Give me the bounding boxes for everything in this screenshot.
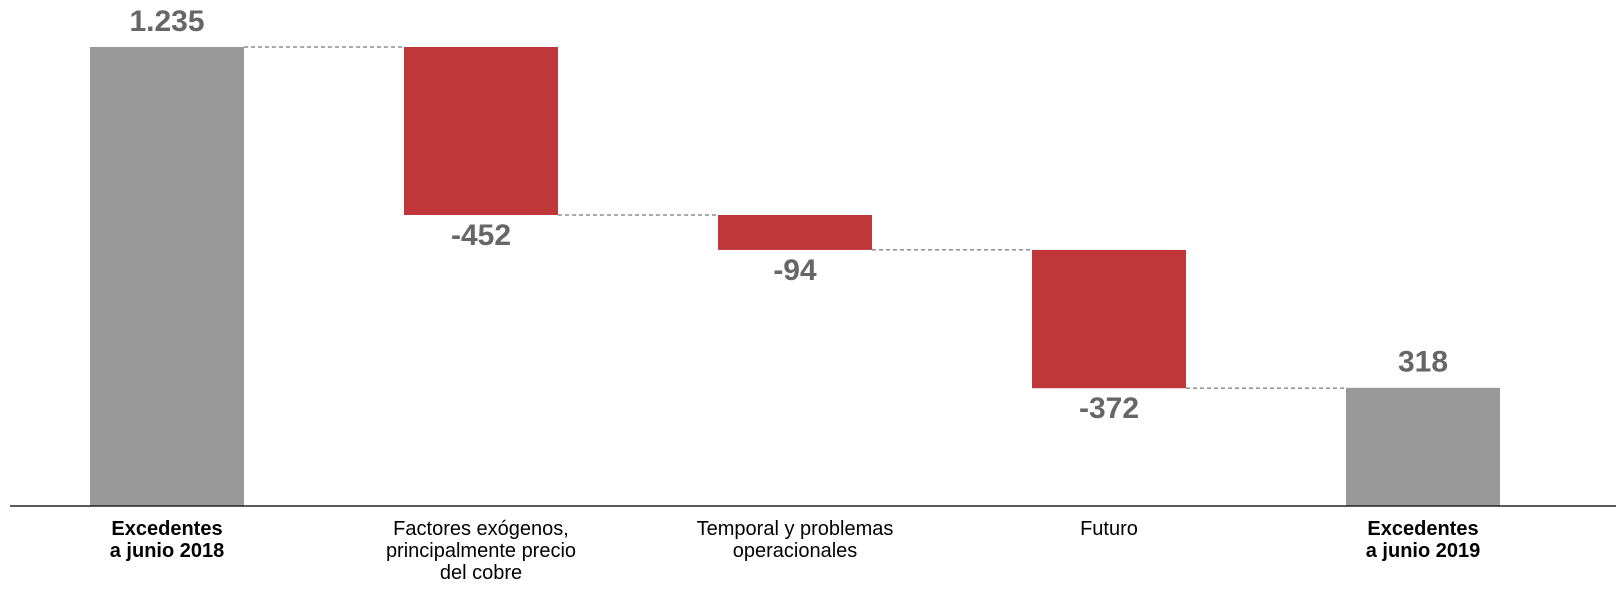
value-label: 1.235 [129, 5, 204, 38]
value-label: -94 [773, 254, 817, 287]
x-tick-label-line: Futuro [1080, 518, 1138, 540]
x-tick-label-line: del cobre [440, 562, 522, 584]
value-label: -372 [1079, 392, 1139, 425]
bar [1346, 387, 1500, 506]
value-label: 318 [1398, 346, 1448, 379]
x-tick-label-line: Excedentes [111, 518, 222, 540]
x-tick-label-line: Factores exógenos, [393, 518, 569, 540]
bar [90, 47, 244, 506]
bar [404, 47, 558, 215]
x-tick-label: Futuro [1080, 518, 1138, 540]
x-tick-label-line: principalmente precio [386, 540, 576, 562]
x-tick-label-line: a junio 2019 [1366, 540, 1481, 562]
x-tick-label-line: a junio 2018 [110, 540, 225, 562]
x-tick-label-line: Temporal y problemas [697, 518, 894, 540]
x-tick-label: Excedentes a junio 2018 [110, 518, 225, 562]
x-tick-label: Excedentes a junio 2019 [1366, 518, 1481, 562]
x-tick-label-line: Excedentes [1367, 518, 1478, 540]
x-tick-label: Temporal y problemas operacionales [697, 518, 894, 562]
x-tick-label-line: operacionales [733, 540, 858, 562]
value-label: -452 [451, 219, 511, 252]
bar [1032, 249, 1186, 389]
x-tick-label: Factores exógenos, principalmente precio d… [386, 518, 576, 584]
bar [718, 214, 872, 250]
